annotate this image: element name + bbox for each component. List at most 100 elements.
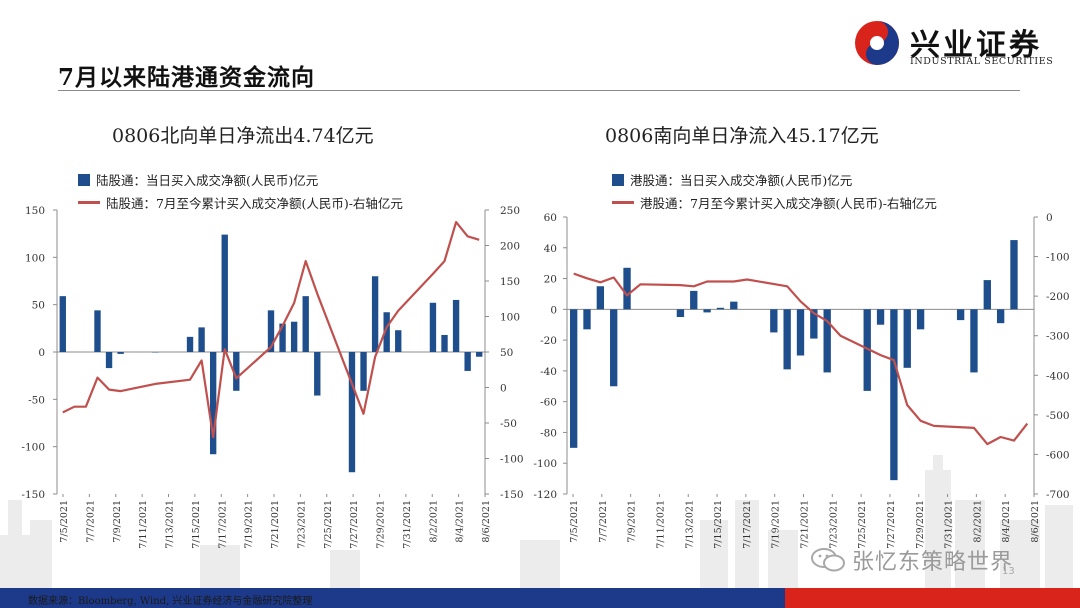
bar <box>452 299 460 352</box>
y-tick-label-right: 0 <box>1046 212 1053 224</box>
left-chart-title: 0806北向单日净流出4.74亿元 <box>112 125 374 147</box>
chart-panel-southbound: -120-100-80-60-40-200204060-700-600-500-… <box>533 212 1069 549</box>
source-note: 数据来源：Bloomberg, Wind, 兴业证券经济与金融研究院整理 <box>28 596 313 607</box>
bar <box>348 352 356 473</box>
footer-bar <box>0 588 1080 608</box>
legend-line-swatch <box>78 201 100 204</box>
watermark-text: 张忆东策略世界 <box>852 550 1014 575</box>
bar <box>441 334 448 352</box>
bar <box>716 307 725 310</box>
y-tick-label-left: -60 <box>540 397 557 409</box>
x-tick-label: 7/23/2021 <box>828 500 839 549</box>
wechat-icon <box>811 548 845 572</box>
legend-bar-swatch <box>612 173 624 186</box>
x-tick-label: 7/5/2021 <box>569 500 580 543</box>
bar <box>903 309 911 368</box>
bar <box>395 330 402 352</box>
y-tick-label-left: 0 <box>38 347 45 359</box>
bar <box>890 309 898 481</box>
y-tick-label-left: 50 <box>32 300 45 312</box>
title-divider <box>58 90 1020 91</box>
legend-item-line: 港股通：7月至今累计买入成交净额(人民币)-右轴亿元 <box>612 191 937 214</box>
x-tick-label: 7/25/2021 <box>857 500 868 549</box>
bar <box>302 296 309 352</box>
bar <box>983 280 991 310</box>
legend-label: 陆股通：当日买入成交净额(人民币)亿元 <box>96 173 319 188</box>
y-tick-label-left: 20 <box>544 274 557 286</box>
y-tick-label-left: -150 <box>21 489 45 501</box>
watermark: 张忆东策略世界 <box>810 544 1013 576</box>
logo-en-text: INDUSTRIAL SECURITIES <box>910 56 1054 67</box>
x-tick-label: 7/27/2021 <box>349 500 360 549</box>
legend-line-swatch <box>612 201 634 204</box>
y-tick-label-right: -600 <box>1046 449 1070 461</box>
bar <box>956 309 965 321</box>
y-tick-label-right: 250 <box>500 205 520 217</box>
bar <box>623 267 631 310</box>
right-chart-legend: 港股通：当日买入成交净额(人民币)亿元 港股通：7月至今累计买入成交净额(人民币… <box>612 168 937 214</box>
bar <box>610 309 618 387</box>
bar <box>209 352 217 455</box>
y-tick-label-left: -40 <box>540 366 557 378</box>
y-tick-label-right: -100 <box>1046 252 1070 264</box>
y-tick-label-right: 50 <box>500 347 513 359</box>
y-tick-label-right: 0 <box>500 383 507 395</box>
x-tick-label: 7/15/2021 <box>191 500 202 549</box>
y-tick-label-left: -20 <box>540 335 557 347</box>
x-tick-label: 7/25/2021 <box>323 500 334 549</box>
x-tick-label: 7/17/2021 <box>742 500 753 549</box>
x-tick-label: 7/29/2021 <box>376 500 387 549</box>
x-tick-label: 7/27/2021 <box>886 500 897 549</box>
y-tick-label-right: -500 <box>1046 410 1070 422</box>
bar <box>1010 240 1018 310</box>
x-tick-label: 7/7/2021 <box>598 500 609 543</box>
x-tick-label: 7/7/2021 <box>85 500 96 543</box>
legend-item-line: 陆股通：7月至今累计买入成交净额(人民币)-右轴亿元 <box>78 191 403 214</box>
bar <box>823 309 831 373</box>
x-tick-label: 7/13/2021 <box>165 500 176 549</box>
x-tick-label: 7/19/2021 <box>244 500 255 549</box>
bar <box>314 352 321 396</box>
y-tick-label-right: -150 <box>500 489 524 501</box>
x-tick-label: 8/4/2021 <box>1001 500 1012 543</box>
y-tick-label-left: 40 <box>544 243 557 255</box>
footer-bar-blue <box>0 588 785 608</box>
bar <box>730 301 738 310</box>
chart-panel-northbound: -150 -100 -50 0 50 100 150 -150 -100 -50 0 50 100 150… <box>21 205 523 549</box>
bar <box>796 309 805 356</box>
bar <box>371 276 379 352</box>
y-tick-label-left: -80 <box>540 427 557 439</box>
x-tick-label: 7/13/2021 <box>684 500 695 549</box>
x-tick-label: 7/23/2021 <box>296 500 307 549</box>
y-tick-label-left: 150 <box>25 205 45 217</box>
bar <box>570 309 578 448</box>
bar <box>970 309 978 373</box>
legend-label: 港股通：7月至今累计买入成交净额(人民币)-右轴亿元 <box>640 196 937 211</box>
x-tick-label: 7/11/2021 <box>655 500 666 549</box>
x-tick-label: 7/31/2021 <box>944 500 955 549</box>
x-tick-label: 7/19/2021 <box>771 500 782 549</box>
bar <box>916 309 925 330</box>
y-tick-label-left: -50 <box>28 394 45 406</box>
bar <box>676 309 685 318</box>
x-tick-label: 8/4/2021 <box>455 500 466 543</box>
page-title: 7月以来陆港通资金流向 <box>58 64 316 91</box>
y-tick-label-right: 200 <box>500 241 520 253</box>
bar <box>290 321 298 352</box>
bar <box>810 309 818 339</box>
bar <box>690 290 698 310</box>
y-tick-label-left: 100 <box>25 252 45 264</box>
bar <box>583 309 591 330</box>
bar <box>863 309 871 391</box>
y-tick-label-right: -400 <box>1046 370 1070 382</box>
x-tick-label: 8/2/2021 <box>428 500 439 543</box>
right-chart-title: 0806南向单日净流入45.17亿元 <box>605 125 879 147</box>
bar <box>94 310 101 352</box>
y-tick-label-right: -300 <box>1046 331 1070 343</box>
x-tick-label: 8/6/2021 <box>1030 500 1041 543</box>
logo-mark-icon <box>855 21 899 65</box>
y-tick-label-left: 0 <box>550 304 557 316</box>
legend-label: 港股通：当日买入成交净额(人民币)亿元 <box>630 173 853 188</box>
y-tick-label-right: 100 <box>500 312 520 324</box>
x-tick-label: 8/6/2021 <box>481 500 492 543</box>
